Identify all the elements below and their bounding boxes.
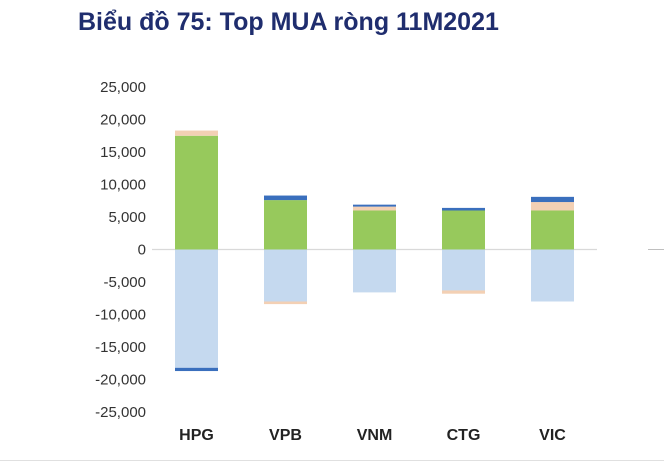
- bar-vpb-series-1: [264, 249, 307, 302]
- x-category-label: HPG: [179, 427, 214, 444]
- y-tick-label: -20,000: [95, 372, 146, 389]
- y-tick-label: 5,000: [108, 209, 146, 226]
- bar-hpg-series-3: [175, 130, 218, 136]
- y-tick-label: -10,000: [95, 307, 146, 324]
- y-tick-label: 10,000: [100, 177, 146, 194]
- x-category-label: VIC: [539, 427, 566, 444]
- chart-title: Biểu đồ 75: Top MUA ròng 11M2021: [78, 8, 499, 36]
- y-tick-label: 15,000: [100, 144, 146, 161]
- bar-vpb-series-2: [264, 200, 307, 250]
- bar-hpg-series-1: [175, 249, 218, 368]
- bar-vic-series-2: [531, 210, 574, 250]
- x-category-label: VNM: [357, 427, 393, 444]
- bar-vpb-series-3: [264, 301, 307, 305]
- bar-vnm-series-4: [353, 204, 396, 207]
- y-tick-label: 0: [138, 242, 146, 259]
- bar-vpb-series-4: [264, 195, 307, 201]
- y-tick-label: 25,000: [100, 79, 146, 96]
- bar-vnm-series-1: [353, 249, 396, 293]
- bar-ctg-series-2: [442, 210, 485, 250]
- bar-vic-series-1: [531, 249, 574, 302]
- bar-ctg-series-3: [442, 290, 485, 294]
- y-tick-label: 20,000: [100, 112, 146, 129]
- y-tick-label: -15,000: [95, 339, 146, 356]
- bar-vnm-series-3: [353, 206, 396, 211]
- bar-vic-series-4: [531, 196, 574, 203]
- y-tick-label: -25,000: [95, 404, 146, 421]
- bar-ctg-series-1: [442, 249, 485, 291]
- bar-hpg-series-2: [175, 135, 218, 250]
- bar-ctg-series-4: [442, 207, 485, 211]
- bar-hpg-series-4: [175, 367, 218, 372]
- x-category-label: VPB: [269, 427, 302, 444]
- bar-vnm-series-2: [353, 210, 396, 250]
- y-tick-label: -5,000: [103, 274, 146, 291]
- bar-vic-series-3: [531, 202, 574, 211]
- x-category-label: CTG: [447, 427, 481, 444]
